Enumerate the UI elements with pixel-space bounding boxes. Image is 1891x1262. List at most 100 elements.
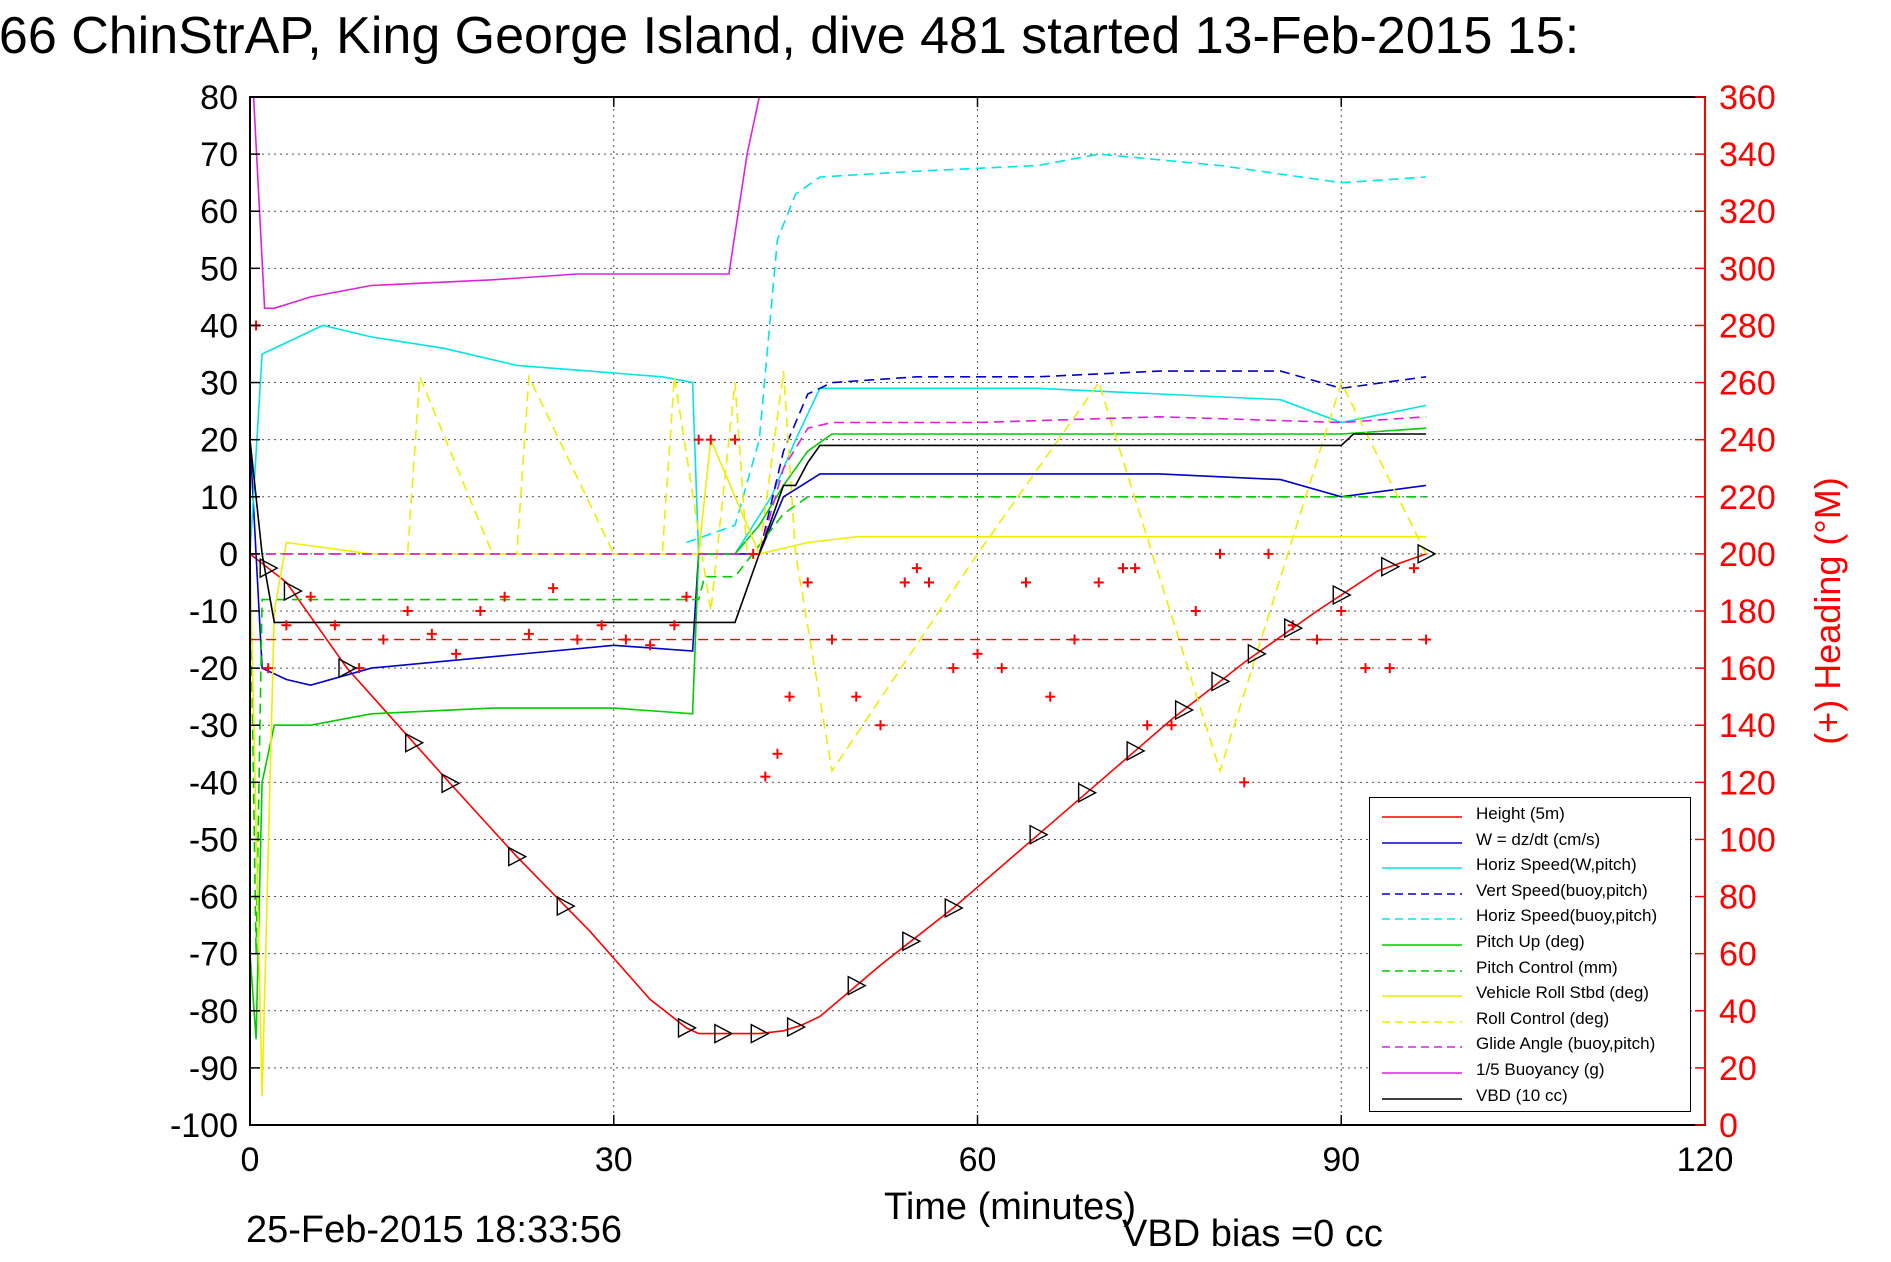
dive-marker xyxy=(1029,824,1049,845)
legend-label: Roll Control (deg) xyxy=(1476,1008,1610,1028)
dive-marker xyxy=(259,558,279,579)
series-vbd-10-cc xyxy=(250,433,1427,624)
legend-label: Horiz Speed(buoy,pitch) xyxy=(1476,906,1658,926)
legend-swatch xyxy=(1382,918,1462,921)
heading-marker xyxy=(499,591,510,602)
heading-marker xyxy=(681,591,692,602)
heading-markers xyxy=(251,320,1432,788)
y-tick-label: 0 xyxy=(219,536,238,574)
y2-tick-label: 80 xyxy=(1719,879,1757,917)
heading-marker xyxy=(1421,634,1432,645)
legend-swatch xyxy=(1382,1072,1462,1074)
y-tick-label: 80 xyxy=(200,79,238,117)
x-tick-label: 120 xyxy=(1677,1141,1734,1179)
legend-item: Vert Speed(buoy,pitch) xyxy=(1370,881,1690,907)
dive-marker xyxy=(1417,543,1437,565)
heading-marker xyxy=(1360,663,1371,674)
heading-marker xyxy=(1190,606,1201,616)
heading-marker xyxy=(281,620,292,631)
series-glide-angle-buoy-pitch xyxy=(250,415,1427,555)
x-axis-label: Time (minutes) xyxy=(884,1186,1136,1228)
heading-marker xyxy=(772,748,783,759)
legend-item: 1/5 Buoyancy (g) xyxy=(1370,1060,1690,1086)
legend-item: Horiz Speed(buoy,pitch) xyxy=(1370,906,1690,932)
heading-marker xyxy=(784,691,795,702)
legend-label: Glide Angle (buoy,pitch) xyxy=(1476,1034,1656,1054)
y2-tick-label: 360 xyxy=(1719,79,1776,117)
heading-marker xyxy=(523,628,534,639)
x-tick-label: 60 xyxy=(959,1141,997,1179)
heading-marker xyxy=(548,583,559,594)
y2-tick-label: 220 xyxy=(1719,479,1776,517)
y2-tick-label: 40 xyxy=(1719,993,1757,1031)
legend-swatch xyxy=(1382,944,1462,946)
legend-item: W = dz/dt (cm/s) xyxy=(1370,830,1690,856)
y-tick-label: 70 xyxy=(200,136,238,174)
dive-marker xyxy=(556,895,576,917)
series-height-5m xyxy=(250,553,1427,1035)
y-tick-label: -70 xyxy=(189,936,238,974)
y-tick-label: -100 xyxy=(170,1107,238,1145)
y-tick-label: 10 xyxy=(200,479,238,517)
footer-timestamp: 25-Feb-2015 18:33:56 xyxy=(246,1209,623,1251)
heading-marker xyxy=(827,634,837,645)
legend-label: Height (5m) xyxy=(1476,804,1565,823)
y2-tick-label: 260 xyxy=(1719,365,1776,403)
y2-tick-label: 100 xyxy=(1719,821,1776,859)
heading-marker xyxy=(596,620,607,631)
dive-marker xyxy=(508,846,528,867)
heading-marker xyxy=(972,648,983,659)
heading-marker xyxy=(305,591,316,602)
legend-item: Glide Angle (buoy,pitch) xyxy=(1370,1034,1690,1060)
heading-marker xyxy=(1166,720,1177,731)
y2-tick-label: 160 xyxy=(1719,650,1776,688)
legend-label: W = dz/dt (cm/s) xyxy=(1476,829,1601,849)
heading-marker xyxy=(924,577,934,588)
dive-marker xyxy=(338,657,358,679)
dive-marker xyxy=(902,931,922,952)
series-layer xyxy=(250,97,1427,1097)
x-tick-label: 30 xyxy=(595,1141,633,1179)
chart-legend: Height (5m) W = dz/dt (cm/s) Horiz Speed(W… xyxy=(1369,797,1691,1112)
heading-marker xyxy=(705,434,716,445)
axis-ticks: 0 30 60 90 12080706050403020100-10-20-30-40-… xyxy=(170,79,1776,1179)
heading-marker xyxy=(996,663,1007,674)
legend-swatch xyxy=(1382,867,1462,869)
legend-item: Roll Control (deg) xyxy=(1370,1009,1690,1035)
dive-marker xyxy=(1126,740,1146,762)
legend-item: Pitch Up (deg) xyxy=(1370,932,1690,958)
heading-marker xyxy=(851,691,862,702)
heading-marker xyxy=(572,634,583,645)
heading-marker xyxy=(402,606,413,616)
series-pitch-control-mm xyxy=(250,495,1427,954)
legend-swatch xyxy=(1382,1020,1462,1023)
legend-item: Horiz Speed(W,pitch) xyxy=(1370,855,1690,881)
y2-tick-label: 180 xyxy=(1719,593,1776,631)
heading-marker xyxy=(329,620,340,631)
series-pitch-up-deg xyxy=(250,427,1427,1040)
y-tick-label: -50 xyxy=(189,821,238,859)
dive-marker xyxy=(944,897,964,919)
legend-swatch xyxy=(1382,995,1462,997)
dive-marker xyxy=(677,1017,697,1039)
heading-marker xyxy=(378,634,389,645)
series-roll-control-deg xyxy=(250,370,1427,774)
legend-label: Vert Speed(buoy,pitch) xyxy=(1476,880,1648,900)
heading-marker xyxy=(899,577,910,588)
heading-marker xyxy=(1118,563,1128,574)
dive-marker xyxy=(1077,782,1098,803)
legend-label: Horiz Speed(W,pitch) xyxy=(1476,855,1637,875)
legend-label: Pitch Up (deg) xyxy=(1476,932,1585,951)
y2-tick-label: 300 xyxy=(1719,250,1776,288)
heading-marker xyxy=(1130,563,1141,574)
y-tick-label: -40 xyxy=(189,764,238,802)
y-tick-label: 30 xyxy=(200,365,238,403)
dive-marker xyxy=(1247,643,1267,664)
footer-vbd-bias: VBD bias =0 cc xyxy=(1122,1213,1383,1255)
y2-tick-label: 140 xyxy=(1719,707,1776,745)
dive-marker xyxy=(1332,584,1352,606)
heading-marker xyxy=(802,577,813,588)
dive-marker xyxy=(283,580,303,602)
heading-marker xyxy=(730,434,740,445)
